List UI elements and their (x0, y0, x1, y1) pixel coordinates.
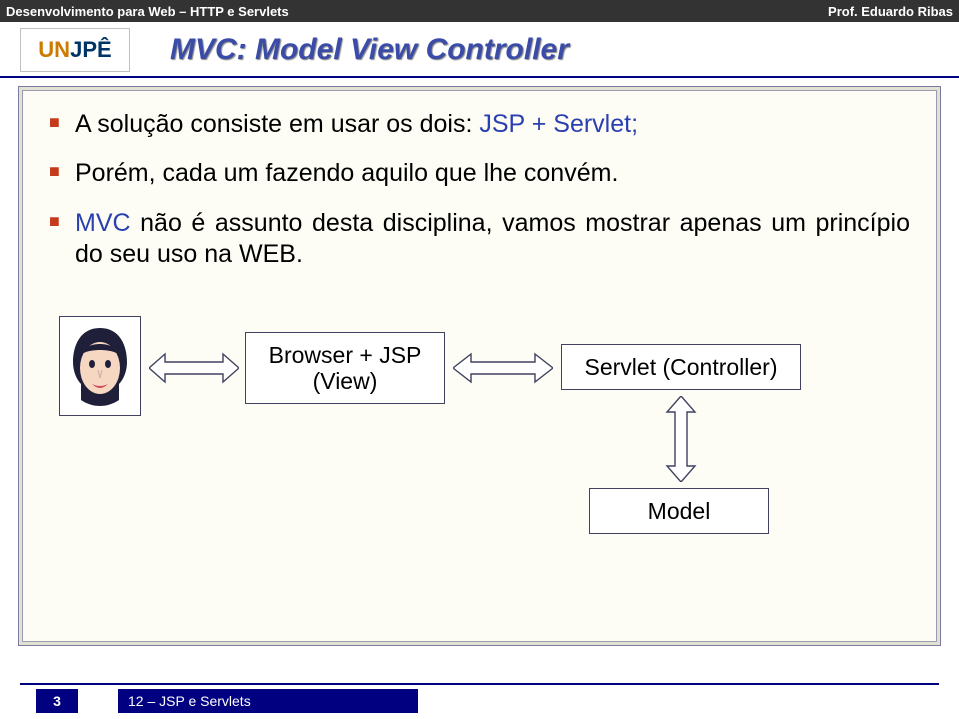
browser-view-l1: Browser + JSP (269, 342, 422, 368)
model-box: Model (589, 488, 769, 534)
page-number-badge: 3 (36, 689, 78, 713)
footer-title-text: 12 – JSP e Servlets (128, 693, 251, 709)
model-label: Model (648, 498, 711, 525)
top-bar: Desenvolvimento para Web – HTTP e Servle… (0, 0, 959, 22)
bullet-1-highlight: JSP + Servlet; (479, 110, 638, 138)
bullet-3-text: não é assunto desta disciplina, vamos mo… (75, 209, 910, 268)
user-icon-box (59, 316, 141, 416)
servlet-controller-label: Servlet (Controller) (585, 354, 778, 381)
user-face-icon (65, 322, 135, 410)
bullet-3: MVC não é assunto desta disciplina, vamo… (49, 208, 910, 271)
slide-title: MVC: Model View Controller (170, 33, 569, 67)
header-row: UNJPÊ MVC: Model View Controller (0, 22, 959, 78)
bullet-2-text: Porém, cada um fazendo aquilo que lhe co… (75, 159, 618, 187)
bullet-1-text: A solução consiste em usar os dois: (75, 110, 479, 138)
bullet-3-highlight: MVC (75, 209, 131, 237)
arrow-user-browser (149, 348, 239, 388)
browser-view-label: Browser + JSP (View) (269, 342, 422, 395)
bullet-1: A solução consiste em usar os dois: JSP … (49, 109, 910, 140)
logo-pe: PÊ (82, 37, 111, 62)
logo-text: UNJPÊ (38, 37, 111, 63)
topbar-right: Prof. Eduardo Ribas (828, 4, 953, 19)
logo: UNJPÊ (20, 28, 130, 72)
page-number: 3 (53, 693, 61, 709)
logo-un: UN (38, 37, 70, 62)
footer: 3 12 – JSP e Servlets (0, 675, 959, 719)
servlet-controller-box: Servlet (Controller) (561, 344, 801, 390)
bullet-list: A solução consiste em usar os dois: JSP … (49, 109, 910, 270)
browser-view-l2: (View) (313, 368, 378, 394)
mvc-diagram: Browser + JSP (View) Servlet (Controller… (49, 288, 910, 568)
content-panel-inner: A solução consiste em usar os dois: JSP … (22, 90, 937, 642)
arrow-browser-controller (453, 348, 553, 388)
bullet-2: Porém, cada um fazendo aquilo que lhe co… (49, 158, 910, 189)
footer-title-badge: 12 – JSP e Servlets (118, 689, 418, 713)
arrow-controller-model (661, 396, 701, 482)
footer-rule (20, 683, 939, 685)
topbar-left: Desenvolvimento para Web – HTTP e Servle… (6, 4, 289, 19)
logo-j: J (70, 37, 82, 62)
content-panel-outer: A solução consiste em usar os dois: JSP … (18, 86, 941, 646)
browser-view-box: Browser + JSP (View) (245, 332, 445, 404)
